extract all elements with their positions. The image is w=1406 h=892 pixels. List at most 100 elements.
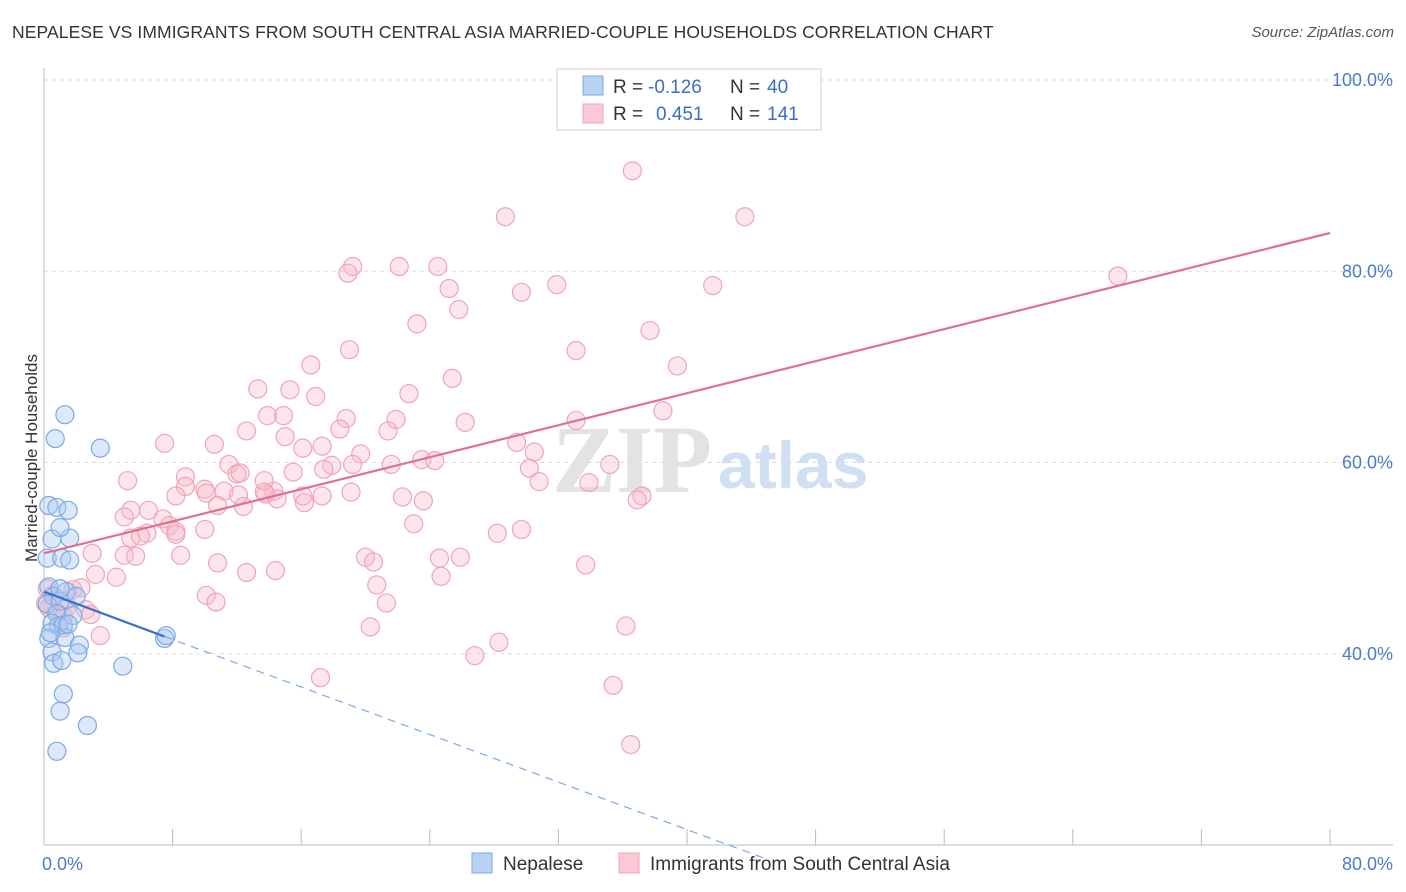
point-nepalese-26 xyxy=(68,643,88,663)
point-immigrants-108 xyxy=(367,575,387,595)
point-immigrants-71 xyxy=(627,490,647,510)
y-tick-label-0: 100.0% xyxy=(1332,70,1393,90)
point-nepalese-11 xyxy=(90,438,110,458)
chart-title: NEPALESE VS IMMIGRANTS FROM SOUTH CENTRA… xyxy=(12,22,994,42)
trend-nepalese xyxy=(43,590,165,638)
point-immigrants-1 xyxy=(495,207,515,227)
point-immigrants-107 xyxy=(431,566,451,586)
point-immigrants-18 xyxy=(667,356,687,376)
point-immigrants-45 xyxy=(343,454,363,475)
point-immigrants-41 xyxy=(351,444,371,464)
legend-n-value-immigrants: 141 xyxy=(767,104,799,125)
point-immigrants-37 xyxy=(154,433,175,453)
point-immigrants-51 xyxy=(600,454,620,475)
point-immigrants-83 xyxy=(166,524,186,544)
point-immigrants-104 xyxy=(429,548,450,568)
series-nepalese-points xyxy=(37,405,176,761)
point-immigrants-2 xyxy=(735,207,755,227)
point-immigrants-82 xyxy=(130,526,151,546)
point-immigrants-16 xyxy=(566,341,586,361)
point-immigrants-23 xyxy=(306,386,326,407)
trend-nepalese-extension xyxy=(164,635,768,860)
point-immigrants-7 xyxy=(439,278,459,299)
point-immigrants-38 xyxy=(204,434,224,454)
point-immigrants-129 xyxy=(489,632,509,652)
point-immigrants-96 xyxy=(85,564,106,584)
point-immigrants-8 xyxy=(511,282,532,302)
point-nepalese-38 xyxy=(40,623,61,643)
point-nepalese-5 xyxy=(50,517,70,538)
point-immigrants-32 xyxy=(330,419,350,439)
point-immigrants-5 xyxy=(428,256,448,277)
point-immigrants-98 xyxy=(171,545,191,565)
point-immigrants-20 xyxy=(248,379,268,399)
point-immigrants-101 xyxy=(265,560,286,581)
legend-r-value-nepalese: -0.126 xyxy=(648,77,702,98)
point-immigrants-86 xyxy=(487,523,507,543)
point-immigrants-103 xyxy=(363,552,384,572)
point-immigrants-66 xyxy=(312,486,332,506)
source-label: Source: ZipAtlas.com xyxy=(1251,24,1394,41)
point-immigrants-77 xyxy=(114,507,134,527)
point-immigrants-14 xyxy=(640,320,660,341)
point-immigrants-34 xyxy=(275,427,295,447)
point-immigrants-99 xyxy=(208,553,228,573)
point-immigrants-105 xyxy=(450,547,470,567)
bottom-legend-label-nepalese: Nepalese xyxy=(503,854,583,875)
point-immigrants-127 xyxy=(90,625,110,646)
legend-swatch-nepalese xyxy=(582,75,604,96)
point-immigrants-130 xyxy=(310,668,331,688)
point-nepalese-35 xyxy=(47,741,67,761)
legend-n-value-nepalese: 40 xyxy=(767,77,788,98)
point-immigrants-9 xyxy=(547,275,567,295)
point-immigrants-68 xyxy=(529,472,549,492)
x-tick-label-min: 0.0% xyxy=(42,854,83,874)
point-nepalese-6 xyxy=(37,548,57,568)
point-immigrants-31 xyxy=(236,421,257,441)
y-tick-label-2: 60.0% xyxy=(1342,453,1393,473)
point-immigrants-69 xyxy=(579,472,599,493)
point-immigrants-15 xyxy=(339,340,360,360)
point-nepalese-2 xyxy=(58,500,78,520)
point-immigrants-35 xyxy=(312,436,332,456)
point-immigrants-24 xyxy=(653,401,673,421)
point-nepalese-29 xyxy=(113,656,133,676)
point-immigrants-97 xyxy=(126,546,146,566)
watermark-atlas: atlas xyxy=(718,428,868,502)
point-nepalese-1 xyxy=(47,497,67,518)
point-nepalese-33 xyxy=(50,701,70,721)
point-immigrants-19 xyxy=(442,368,462,388)
point-immigrants-131 xyxy=(603,675,623,695)
point-immigrants-56 xyxy=(230,463,250,483)
watermark-zip: ZIP xyxy=(552,406,712,513)
point-immigrants-91 xyxy=(254,471,274,491)
point-immigrants-61 xyxy=(196,483,216,503)
point-immigrants-17 xyxy=(301,355,321,375)
y-tick-label-3: 40.0% xyxy=(1342,644,1393,664)
bottom-legend-label-immigrants: Immigrants from South Central Asia xyxy=(650,854,950,875)
point-immigrants-132 xyxy=(621,734,641,755)
point-nepalese-10 xyxy=(45,428,65,449)
x-tick-label-max: 80.0% xyxy=(1342,854,1393,874)
point-immigrants-13 xyxy=(407,314,427,334)
point-nepalese-0 xyxy=(39,495,59,516)
point-immigrants-21 xyxy=(280,380,300,400)
point-immigrants-124 xyxy=(376,593,396,613)
point-immigrants-26 xyxy=(273,406,294,426)
point-immigrants-0 xyxy=(622,161,642,181)
point-immigrants-4 xyxy=(389,256,409,277)
point-immigrants-100 xyxy=(236,562,257,583)
point-immigrants-65 xyxy=(294,493,315,513)
point-immigrants-85 xyxy=(404,514,424,534)
point-immigrants-89 xyxy=(524,442,544,462)
axes xyxy=(43,68,1393,846)
point-immigrants-75 xyxy=(138,500,159,520)
legend-r-label-2: R = xyxy=(613,104,643,125)
point-immigrants-22 xyxy=(399,384,419,404)
legend-box: R = -0.126 N = 40 R = 0.451 N = 141 xyxy=(556,68,822,131)
point-immigrants-106 xyxy=(576,555,596,575)
legend-r-value-immigrants: 0.451 xyxy=(656,104,704,125)
point-immigrants-6 xyxy=(338,263,358,283)
point-immigrants-12 xyxy=(449,299,469,320)
